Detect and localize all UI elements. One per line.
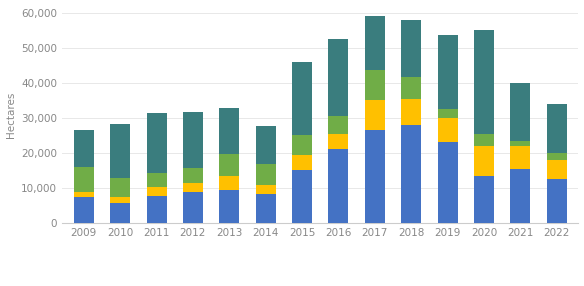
Bar bbox=[365, 16, 385, 70]
Bar bbox=[437, 118, 457, 142]
Bar bbox=[437, 142, 457, 223]
Bar bbox=[474, 176, 494, 223]
Bar bbox=[365, 100, 385, 130]
Bar bbox=[74, 192, 94, 197]
Bar bbox=[110, 203, 130, 223]
Bar bbox=[365, 70, 385, 100]
Bar bbox=[328, 149, 349, 223]
Bar bbox=[183, 183, 203, 192]
Bar bbox=[110, 124, 130, 178]
Bar bbox=[292, 170, 312, 223]
Bar bbox=[401, 125, 421, 223]
Bar bbox=[510, 83, 530, 141]
Bar bbox=[110, 197, 130, 203]
Bar bbox=[219, 176, 239, 190]
Bar bbox=[328, 134, 349, 149]
Bar bbox=[256, 194, 276, 223]
Bar bbox=[328, 39, 349, 116]
Bar bbox=[256, 164, 276, 185]
Bar bbox=[219, 154, 239, 176]
Bar bbox=[147, 187, 166, 196]
Bar bbox=[74, 197, 94, 223]
Bar bbox=[437, 109, 457, 118]
Bar bbox=[183, 112, 203, 168]
Bar bbox=[510, 141, 530, 146]
Bar bbox=[183, 192, 203, 223]
Bar bbox=[401, 78, 421, 99]
Bar bbox=[401, 99, 421, 125]
Bar bbox=[292, 62, 312, 135]
Bar bbox=[219, 108, 239, 154]
Bar bbox=[110, 178, 130, 197]
Bar bbox=[401, 19, 421, 78]
Bar bbox=[365, 130, 385, 223]
Bar bbox=[147, 113, 166, 173]
Bar bbox=[547, 153, 566, 160]
Bar bbox=[74, 130, 94, 167]
Y-axis label: Hectares: Hectares bbox=[6, 91, 16, 138]
Bar bbox=[437, 35, 457, 109]
Bar bbox=[219, 190, 239, 223]
Bar bbox=[147, 173, 166, 187]
Bar bbox=[183, 168, 203, 183]
Bar bbox=[547, 160, 566, 179]
Bar bbox=[510, 169, 530, 223]
Bar bbox=[547, 179, 566, 223]
Bar bbox=[547, 104, 566, 153]
Bar bbox=[474, 30, 494, 134]
Bar bbox=[74, 167, 94, 192]
Bar bbox=[510, 146, 530, 169]
Bar bbox=[292, 135, 312, 155]
Bar bbox=[474, 146, 494, 176]
Bar bbox=[328, 116, 349, 134]
Bar bbox=[256, 185, 276, 194]
Bar bbox=[292, 155, 312, 170]
Bar bbox=[256, 126, 276, 164]
Bar bbox=[147, 196, 166, 223]
Bar bbox=[474, 134, 494, 146]
